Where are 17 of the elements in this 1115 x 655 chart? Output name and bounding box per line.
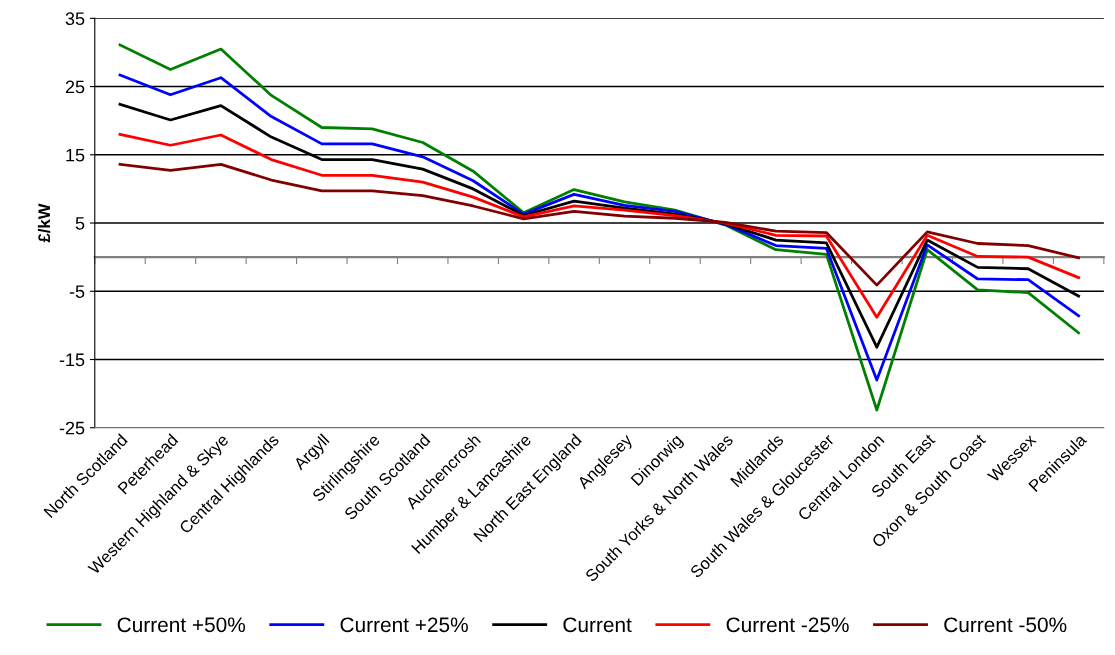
y-tick-label: 5 (75, 217, 85, 230)
line-series (118, 162, 1081, 287)
y-tick-label: -15 (59, 353, 85, 367)
line-series (118, 73, 1081, 382)
legend-label: Current -25% (726, 617, 849, 633)
y-tick-label: 15 (66, 148, 85, 162)
legend-label: Current +50% (117, 617, 246, 633)
line-series (118, 43, 1081, 412)
legend-label: Current +25% (340, 617, 468, 633)
y-tick-label: 35 (65, 12, 85, 26)
y-tick-label: -5 (69, 285, 85, 298)
line-series (118, 132, 1081, 319)
y-tick-label: -25 (59, 421, 85, 435)
legend-label: Current (563, 617, 632, 633)
legend-label: Current -50% (944, 617, 1067, 633)
y-tick-label: 25 (65, 80, 85, 94)
y-axis-title: £/kW (37, 203, 51, 243)
